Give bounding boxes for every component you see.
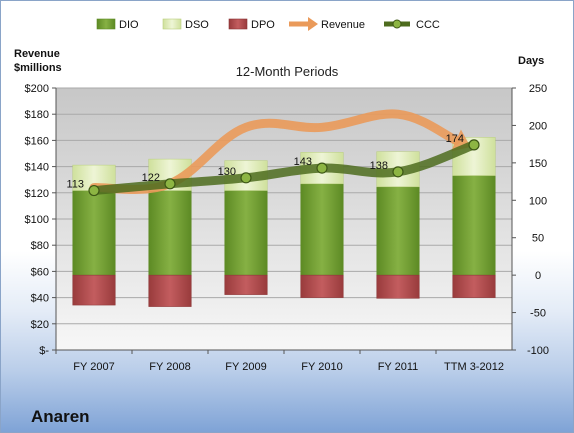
left-tick-label: $20: [31, 319, 49, 331]
dpo-bar: [452, 274, 496, 298]
ccc-data-label: 138: [370, 160, 388, 172]
legend-label-dio: DIO: [119, 19, 139, 31]
legend-swatch-dpo: [228, 18, 248, 30]
x-tick-label: FY 2011: [378, 361, 419, 373]
gridlines: [56, 87, 512, 351]
dpo-bar: [224, 274, 268, 295]
legend-label-dpo: DPO: [251, 19, 275, 31]
ccc-point: [392, 166, 404, 178]
dio-bar: [224, 190, 268, 276]
ccc-point: [316, 162, 328, 174]
axes: $- $20 $40 $60 $80 $100 $120 $140 $160 $180 $200 -1…: [25, 83, 550, 373]
left-tick-label: $100: [25, 214, 49, 226]
chart-title: 12-Month Periods: [236, 64, 339, 79]
ccc-data-label: 143: [294, 156, 312, 168]
legend-label-revenue: Revenue: [321, 19, 365, 31]
ccc-point: [164, 178, 176, 190]
left-tick-label: $80: [31, 240, 49, 252]
legend-arrowhead-revenue: [308, 17, 318, 31]
dpo-bar: [300, 274, 344, 298]
left-tick-label: $140: [25, 162, 49, 174]
left-axis-label-line1: Revenue: [14, 48, 60, 60]
left-tick-label: $60: [31, 266, 49, 278]
dpo-bar: [72, 274, 116, 306]
dpo-bar: [376, 274, 420, 299]
right-tick-label: 150: [529, 158, 547, 170]
left-tick-label: $200: [25, 83, 49, 95]
left-tick-label: $160: [25, 135, 49, 147]
right-tick-label: 250: [529, 83, 547, 95]
left-tick-label: $120: [25, 188, 49, 200]
x-tick-label: FY 2010: [301, 361, 342, 373]
right-tick-label: 0: [535, 270, 541, 282]
x-tick-label: FY 2009: [225, 361, 266, 373]
ccc-data-label: 113: [66, 179, 84, 191]
line-series: 113 122 130 143 138 174: [66, 109, 480, 197]
right-tick-label: 50: [532, 233, 544, 245]
dio-bar: [300, 183, 344, 276]
left-tick-label: $40: [31, 293, 49, 305]
legend-marker-ccc: [392, 19, 402, 29]
company-name: Anaren: [31, 407, 90, 426]
dio-bar: [148, 190, 192, 276]
right-tick-label: -100: [527, 345, 549, 357]
x-tick-label: FY 2007: [73, 361, 114, 373]
left-tick-label: $-: [39, 345, 49, 357]
legend-label-dso: DSO: [185, 19, 209, 31]
right-tick-label: 100: [529, 195, 547, 207]
right-tick-label: -50: [530, 308, 546, 320]
left-tick-label: $180: [25, 109, 49, 121]
legend-label-ccc: CCC: [416, 19, 440, 31]
x-tick-label: TTM 3-2012: [444, 361, 504, 373]
dio-bar: [376, 186, 420, 276]
legend: DIO DSO DPO Revenue CCC: [96, 17, 440, 31]
legend-swatch-dso: [162, 18, 182, 30]
legend-swatch-dio: [96, 18, 116, 30]
dio-bar: [452, 175, 496, 276]
ccc-point: [88, 184, 100, 197]
dpo-bar: [148, 274, 192, 307]
right-axis-label: Days: [518, 55, 544, 67]
left-axis-label-line2: $millions: [14, 62, 62, 74]
ccc-data-label: 122: [142, 172, 160, 184]
ccc-point: [468, 139, 480, 151]
ccc-point: [240, 172, 252, 184]
right-tick-label: 200: [529, 120, 547, 132]
ccc-data-label: 130: [218, 166, 236, 178]
ccc-line: [89, 140, 479, 196]
ccc-data-label: 174: [446, 133, 464, 145]
x-tick-label: FY 2008: [149, 361, 190, 373]
dio-bar: [72, 190, 116, 276]
